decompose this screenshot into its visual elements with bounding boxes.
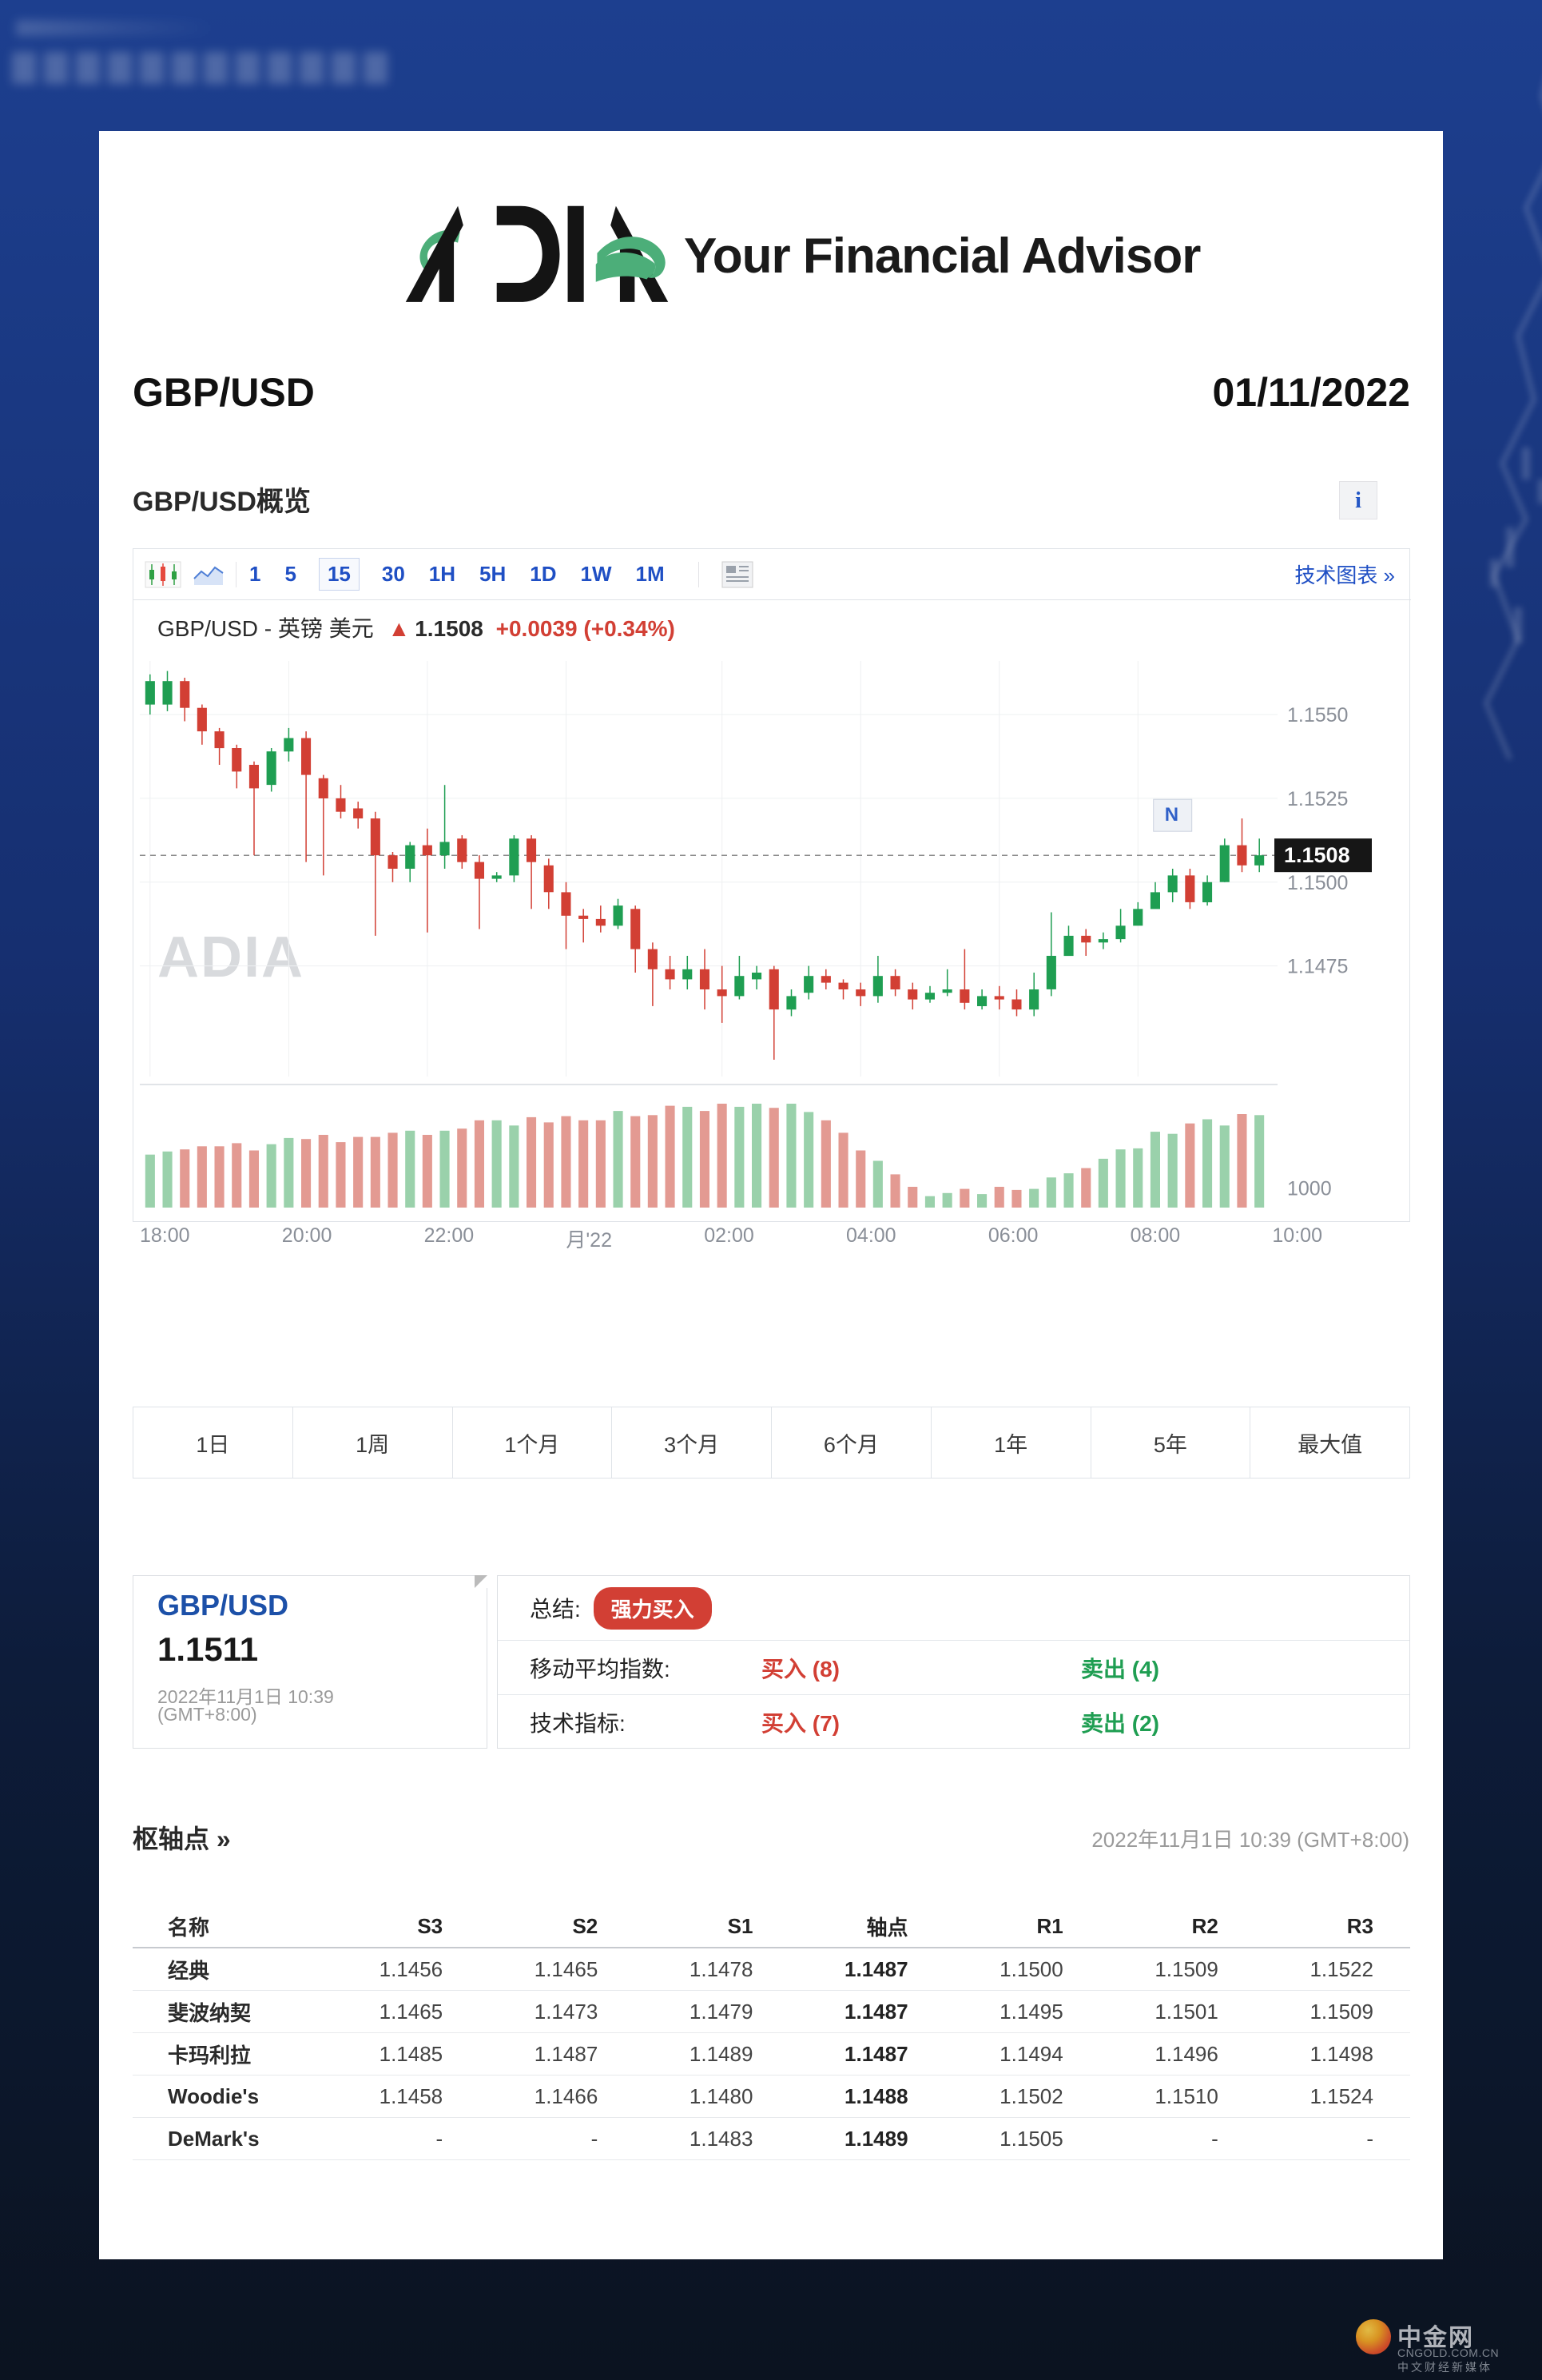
- svg-text:1.1508: 1.1508: [1284, 843, 1350, 867]
- svg-text:1.1550: 1.1550: [1287, 704, 1348, 726]
- svg-text:N: N: [1165, 804, 1178, 826]
- svg-text:1000: 1000: [1287, 1177, 1332, 1200]
- svg-text:1.1475: 1.1475: [1287, 956, 1348, 978]
- svg-text:1.1525: 1.1525: [1287, 788, 1348, 810]
- svg-text:1.1500: 1.1500: [1287, 872, 1348, 894]
